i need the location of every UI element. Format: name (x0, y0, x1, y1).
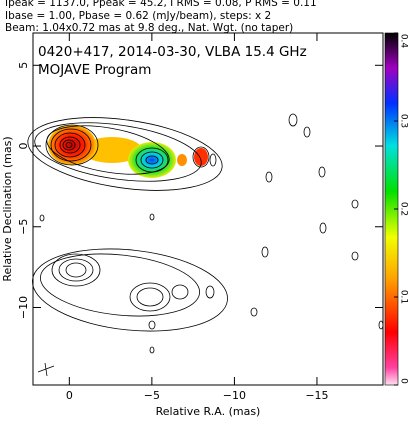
colorbar-tick-label: 0.2 (399, 202, 409, 216)
contours (27, 113, 384, 377)
header-line: Beam: 1.04x0.72 mas at 9.8 deg., Nat. Wg… (5, 22, 293, 34)
x-tick-label: −10 (223, 389, 246, 402)
x-tick-label: −5 (144, 389, 160, 402)
plot-frame (32, 32, 384, 386)
y-tick-label: 5 (17, 62, 30, 69)
x-tick-label: −15 (305, 389, 328, 402)
x-axis-label: Relative R.A. (mas) (156, 405, 261, 418)
y-axis-label: Relative Declination (mas) (1, 136, 14, 281)
colorbar-tick-label: 0 (399, 378, 409, 384)
colorbar-tick-label: 0.4 (399, 34, 409, 49)
y-tick-label: −5 (17, 219, 30, 235)
annotation: MOJAVE Program (38, 62, 151, 78)
colorbar-tick-label: 0.3 (399, 114, 409, 128)
annotation: 0420+417, 2014-03-30, VLBA 15.4 GHz (38, 44, 307, 60)
y-tick-label: −10 (17, 296, 30, 319)
x-tick-label: 0 (66, 389, 73, 402)
y-tick-label: 0 (17, 143, 30, 150)
polarization-image (48, 125, 208, 178)
header-line: Ipeak = 1137.0, Ppeak = 45.2, I RMS = 0.… (5, 0, 317, 9)
colorbar-tick-label: 0.1 (399, 290, 409, 304)
header-line: Ibase = 1.00, Pbase = 0.62 (mJy/beam), s… (5, 10, 271, 22)
